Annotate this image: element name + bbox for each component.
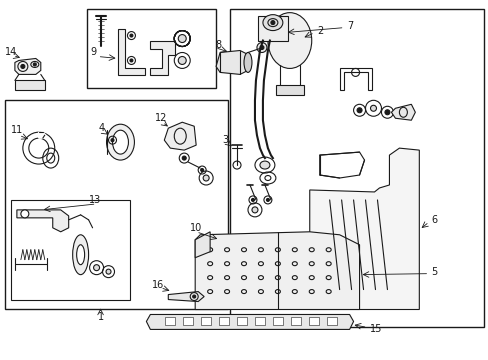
Text: 14: 14 <box>5 48 17 58</box>
Bar <box>237 318 246 325</box>
Ellipse shape <box>260 161 269 169</box>
Ellipse shape <box>112 130 128 154</box>
Ellipse shape <box>33 63 36 66</box>
Text: 2: 2 <box>317 26 324 36</box>
Ellipse shape <box>251 198 254 201</box>
Polygon shape <box>118 28 145 75</box>
Polygon shape <box>168 292 203 302</box>
Ellipse shape <box>106 269 111 274</box>
Text: 4: 4 <box>99 123 104 133</box>
Ellipse shape <box>178 57 186 64</box>
Ellipse shape <box>111 139 114 141</box>
Bar <box>308 318 318 325</box>
Text: 16: 16 <box>152 280 164 289</box>
Bar <box>229 9 483 328</box>
Ellipse shape <box>370 105 376 111</box>
Ellipse shape <box>260 45 264 50</box>
Ellipse shape <box>251 207 258 213</box>
Polygon shape <box>309 148 419 310</box>
Ellipse shape <box>77 245 84 265</box>
Bar <box>272 318 282 325</box>
Text: 5: 5 <box>430 267 437 276</box>
Text: 11: 11 <box>11 125 23 135</box>
Text: 7: 7 <box>347 21 353 31</box>
Bar <box>219 318 228 325</box>
Polygon shape <box>146 315 353 329</box>
Ellipse shape <box>21 210 29 218</box>
Ellipse shape <box>106 124 134 160</box>
Polygon shape <box>319 152 364 178</box>
Ellipse shape <box>130 34 133 37</box>
Text: 6: 6 <box>430 215 436 225</box>
Polygon shape <box>39 132 46 138</box>
Ellipse shape <box>356 108 361 113</box>
Bar <box>326 318 336 325</box>
Bar <box>5 100 227 310</box>
Ellipse shape <box>182 156 186 160</box>
Bar <box>254 318 264 325</box>
Text: 8: 8 <box>215 40 221 50</box>
Text: 15: 15 <box>369 324 381 334</box>
Ellipse shape <box>384 110 389 115</box>
Ellipse shape <box>73 235 88 275</box>
Bar <box>165 318 175 325</box>
Ellipse shape <box>93 265 100 271</box>
Ellipse shape <box>256 42 266 53</box>
Polygon shape <box>15 58 41 75</box>
Bar <box>275 85 303 95</box>
Ellipse shape <box>203 175 209 181</box>
Text: 13: 13 <box>88 195 101 205</box>
Bar <box>201 318 211 325</box>
Bar <box>183 318 193 325</box>
Bar <box>11 200 130 300</box>
Ellipse shape <box>266 198 269 201</box>
Text: 1: 1 <box>97 312 103 323</box>
Text: 3: 3 <box>222 135 228 145</box>
Ellipse shape <box>270 21 274 24</box>
Text: 12: 12 <box>155 113 167 123</box>
Polygon shape <box>390 104 414 120</box>
Ellipse shape <box>178 35 186 42</box>
Polygon shape <box>216 50 247 75</box>
Bar <box>258 15 287 41</box>
Polygon shape <box>150 41 175 75</box>
Polygon shape <box>164 122 196 150</box>
Bar <box>86 9 216 88</box>
Text: 10: 10 <box>190 223 202 233</box>
Bar <box>290 318 300 325</box>
Ellipse shape <box>263 15 282 31</box>
Text: 9: 9 <box>90 48 97 58</box>
Polygon shape <box>195 232 210 258</box>
Polygon shape <box>17 210 68 232</box>
Ellipse shape <box>244 53 251 72</box>
Polygon shape <box>195 232 359 310</box>
Ellipse shape <box>192 295 195 298</box>
Ellipse shape <box>200 168 203 171</box>
Ellipse shape <box>130 59 133 62</box>
Ellipse shape <box>21 64 25 68</box>
Bar <box>15 80 45 90</box>
Ellipse shape <box>267 13 311 68</box>
